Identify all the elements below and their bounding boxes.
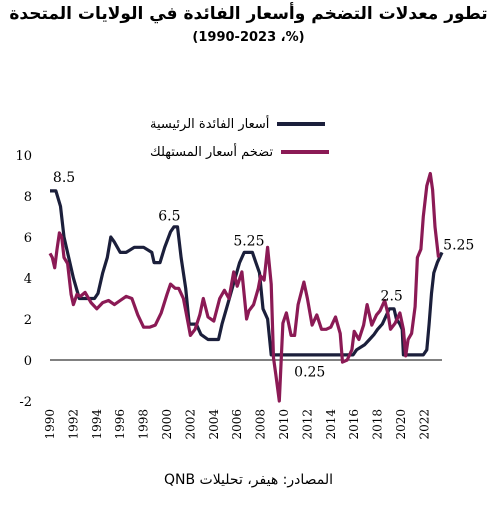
x-tick-label: 1992	[66, 409, 80, 440]
chart-title: تطور معدلات التضخم وأسعار الفائدة في الو…	[9, 4, 488, 24]
x-tick-label: 1994	[90, 409, 104, 440]
data-annotation: 0.25	[294, 365, 325, 381]
x-tick-label: 2020	[394, 409, 408, 440]
x-tick-label: 2006	[230, 409, 244, 440]
x-tick-label: 2010	[277, 409, 291, 440]
legend-item-cpi-inflation: تضخم أسعار المستهلك	[150, 138, 400, 166]
chart-axes: 10 8 6 4 2 0 -2 1990 1992 1994 1996 1998 2000 2002 200…	[15, 149, 442, 440]
x-tick-label: 2022	[417, 409, 431, 440]
x-tick-label: 1990	[43, 409, 57, 440]
legend-label-cpi-inflation: تضخم أسعار المستهلك	[150, 144, 274, 160]
x-tick-label: 2004	[207, 409, 221, 440]
x-tick-label: 2008	[254, 409, 268, 440]
data-annotation: 8.5	[53, 170, 75, 186]
data-annotation: 6.5	[158, 209, 180, 225]
y-tick-label: 0	[24, 354, 32, 369]
legend-item-policy-rate: أسعار الفائدة الرئيسية	[150, 110, 400, 138]
x-tick-label: 2016	[347, 409, 361, 440]
x-tick-label: 2002	[183, 409, 197, 440]
x-tick-label: 2012	[300, 409, 314, 440]
x-tick-label: 2018	[371, 409, 385, 440]
y-tick-label: 4	[24, 272, 32, 287]
series-line-cpi-inflation	[48, 171, 441, 403]
x-tick-label: 1996	[113, 409, 127, 440]
data-annotation: 5.25	[233, 233, 264, 249]
y-tick-label: 6	[24, 231, 32, 246]
y-tick-label: 2	[24, 313, 32, 328]
legend-label-policy-rate: أسعار الفائدة الرئيسية	[150, 116, 270, 132]
legend-swatch-cpi-inflation	[281, 150, 330, 154]
chart-series	[48, 171, 444, 403]
chart-annotations: 8.5 6.5 5.25 0.25 2.5 5.25	[53, 170, 474, 381]
chart-subtitle: (%، 1990-2023)	[192, 30, 305, 45]
chart-source: المصادر: هيفر، تحليلات QNB	[163, 472, 334, 488]
y-tick-label: 8	[24, 190, 32, 205]
x-tick-label: 1998	[137, 409, 151, 440]
data-annotation: 2.5	[381, 289, 403, 305]
y-tick-label: 10	[15, 149, 32, 164]
x-tick-label: 2014	[324, 409, 338, 440]
x-tick-label: 2000	[160, 409, 174, 440]
legend: أسعار الفائدة الرئيسية تضخم أسعار المسته…	[150, 110, 400, 166]
y-tick-label: -2	[19, 395, 32, 410]
legend-swatch-policy-rate	[277, 122, 326, 126]
data-annotation: 5.25	[443, 237, 474, 253]
series-line-policy-rate	[50, 189, 444, 357]
